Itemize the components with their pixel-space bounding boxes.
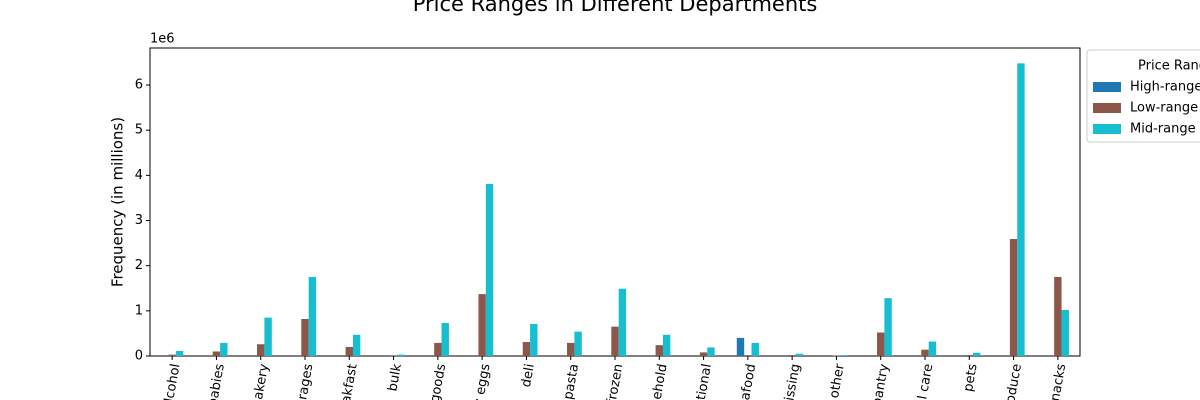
x-tick-label: dry goods pasta xyxy=(549,363,582,400)
bar xyxy=(264,317,272,356)
bar xyxy=(877,332,885,356)
y-tick-label: 3 xyxy=(135,213,143,228)
legend-swatch xyxy=(1093,82,1121,92)
x-tick-label: canned goods xyxy=(419,362,450,400)
x-tick-label: personal care xyxy=(906,363,936,400)
bar xyxy=(567,342,575,356)
x-tick-label: frozen xyxy=(605,363,627,400)
bar xyxy=(795,353,804,356)
x-tick-label: pantry xyxy=(870,362,892,400)
x-tick-label: deli xyxy=(519,363,538,389)
bar xyxy=(308,276,317,356)
bar xyxy=(257,344,265,356)
legend-label: Low-range xyxy=(1130,101,1198,116)
bar xyxy=(397,354,405,356)
x-tick-label: meat seafood xyxy=(729,363,759,400)
bar xyxy=(707,347,715,356)
bar xyxy=(751,342,759,356)
bar xyxy=(574,331,582,356)
bar xyxy=(928,341,937,356)
bar xyxy=(662,334,671,356)
bar xyxy=(485,183,494,356)
bar xyxy=(478,294,486,356)
bar xyxy=(972,352,981,356)
x-tick-label: bakery xyxy=(250,362,273,400)
y-tick-label: 4 xyxy=(135,168,143,183)
y-tick-label: 1 xyxy=(135,303,143,318)
bar xyxy=(345,346,353,356)
x-tick-label: household xyxy=(644,363,670,400)
bar xyxy=(175,351,184,356)
x-tick-label: alcohol xyxy=(161,363,184,400)
x-tick-label: snacks xyxy=(1047,362,1070,400)
x-tick-label: breakfast xyxy=(335,363,360,400)
y-tick-label: 6 xyxy=(135,78,143,93)
legend-swatch xyxy=(1093,124,1121,134)
bar xyxy=(434,342,442,356)
bar xyxy=(921,349,929,356)
x-tick-label: pets xyxy=(961,362,981,393)
x-tick-label: babies xyxy=(206,362,228,400)
bar xyxy=(220,342,228,356)
y-tick-label: 5 xyxy=(135,123,143,138)
legend-frame xyxy=(1086,49,1200,143)
bar xyxy=(840,355,848,356)
bar xyxy=(618,288,627,356)
x-tick-label: international xyxy=(686,363,715,400)
bar xyxy=(699,352,708,356)
x-tick-label: produce xyxy=(1001,363,1025,400)
bar xyxy=(1061,309,1069,356)
bar xyxy=(301,318,309,356)
x-tick-label: dairy eggs xyxy=(467,362,494,400)
plot-frame xyxy=(149,47,1081,357)
bar xyxy=(168,354,176,356)
x-tick-label: missing xyxy=(780,363,803,400)
bar xyxy=(965,355,973,356)
bar xyxy=(530,323,538,356)
x-tick-label: beverages xyxy=(290,362,317,400)
y-offset-label: 1e6 xyxy=(150,32,175,47)
legend-label: Mid-range xyxy=(1130,122,1196,137)
legend-label: High-range xyxy=(1130,80,1200,95)
bar xyxy=(611,326,619,356)
bar xyxy=(1017,63,1025,357)
x-tick-label: bulk xyxy=(385,362,405,392)
chart-title: Price Ranges in Different Departments xyxy=(413,0,818,16)
bar xyxy=(441,323,449,356)
y-axis-label: Frequency (in millions) xyxy=(109,117,127,287)
bar xyxy=(655,345,663,356)
bar xyxy=(522,342,531,356)
bar xyxy=(788,355,796,356)
bar xyxy=(1054,276,1062,356)
legend-swatch xyxy=(1093,103,1121,113)
bar xyxy=(352,334,361,356)
x-tick-label: other xyxy=(827,362,848,399)
y-tick-label: 2 xyxy=(135,258,143,273)
bar xyxy=(1009,239,1018,356)
bar xyxy=(736,337,745,356)
y-tick-label: 0 xyxy=(135,349,143,364)
bar xyxy=(884,298,892,356)
legend-title: Price Range xyxy=(1138,59,1200,74)
bar xyxy=(212,351,221,356)
